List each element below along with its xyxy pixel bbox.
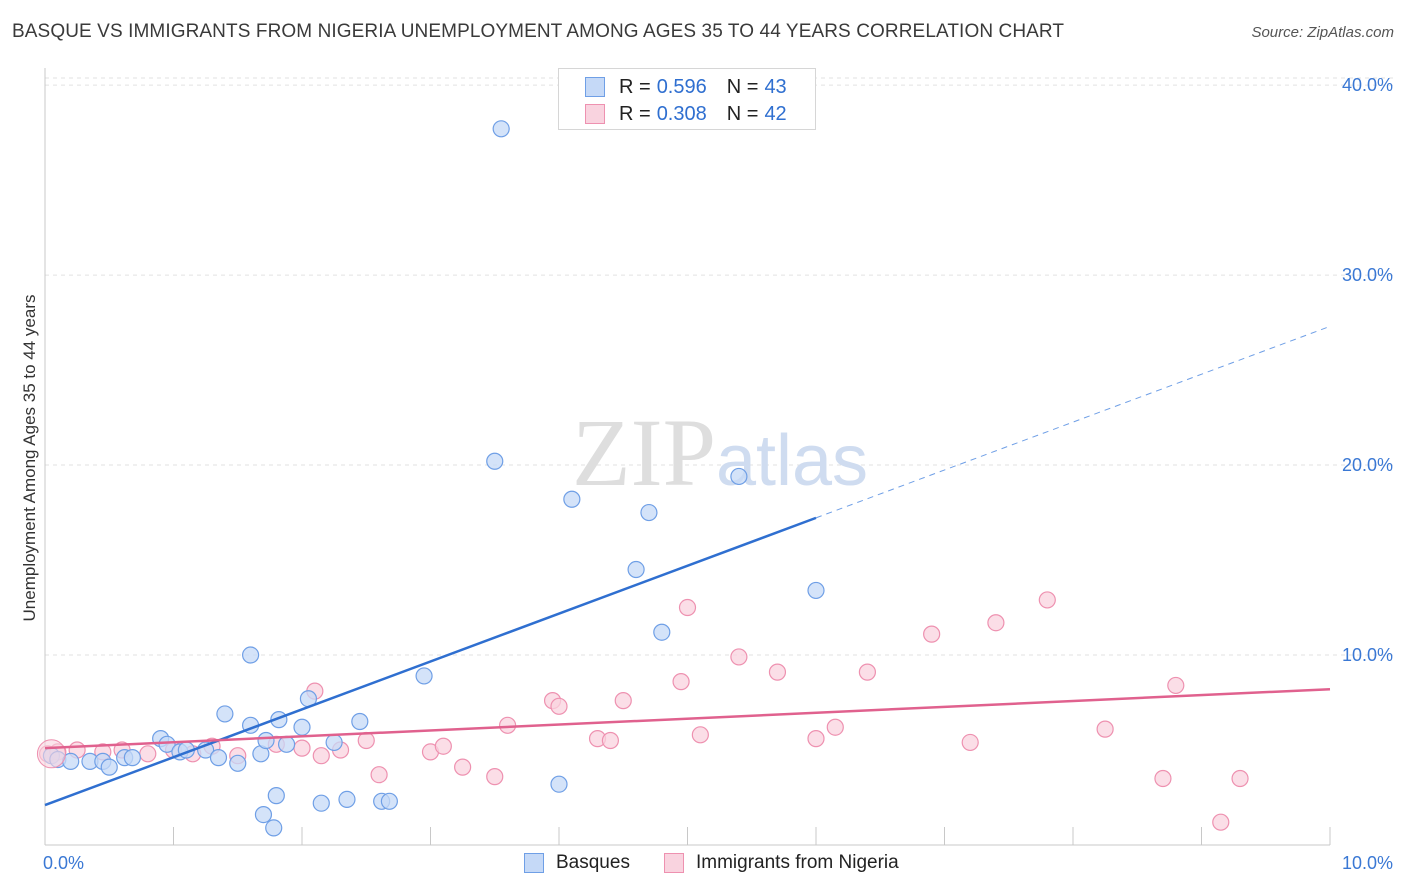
nigeria-point-cluster — [36, 739, 66, 769]
x-tick-label: 0.0% — [43, 853, 84, 873]
legend-row-basques: R = 0.596 N = 43 — [585, 74, 787, 100]
basques-point — [486, 452, 504, 470]
nigeria-point — [768, 663, 787, 681]
r-label: R = — [619, 102, 651, 125]
basques-swatch — [524, 853, 544, 873]
basques-trend-extension — [815, 325, 1331, 519]
basques-trend-line — [44, 516, 817, 807]
basques-swatch — [585, 77, 605, 97]
basques-point — [312, 794, 330, 812]
gridlines — [45, 77, 1395, 656]
basques-point — [123, 749, 141, 767]
n-label: N = — [726, 75, 759, 98]
nigeria-point — [454, 758, 472, 776]
basques-point — [254, 806, 273, 824]
r-value: 0.596 — [656, 75, 707, 98]
legend-label: Basques — [556, 852, 630, 873]
nigeria-point — [672, 673, 690, 691]
nigeria-point — [293, 739, 311, 757]
nigeria-point — [858, 663, 877, 681]
y-tick-label: 20.0% — [1342, 455, 1393, 475]
basques-point — [653, 623, 671, 641]
tick-labels: 10.0% 20.0% 30.0% 40.0% 0.0% 10.0% — [43, 75, 1393, 873]
basques-point — [807, 581, 825, 600]
basques-point — [242, 646, 260, 664]
y-tick-label: 40.0% — [1342, 75, 1393, 95]
series-legend: Basques Immigrants from Nigeria — [0, 852, 1406, 878]
nigeria-point — [601, 731, 620, 750]
watermark-atlas: atlas — [716, 421, 868, 501]
trend-lines — [44, 325, 1331, 807]
nigeria-point — [614, 692, 632, 710]
nigeria-swatch — [664, 853, 684, 873]
watermark-zip: ZIP — [572, 399, 716, 506]
basques-point — [229, 754, 247, 772]
nigeria-point — [370, 766, 388, 784]
basques-point — [640, 503, 658, 522]
basques-point — [492, 120, 510, 138]
n-value: 43 — [764, 75, 787, 98]
r-label: R = — [619, 75, 651, 98]
basques-point — [325, 733, 343, 752]
nigeria-point — [691, 726, 709, 744]
r-value: 0.308 — [656, 102, 707, 125]
nigeria-point — [961, 733, 979, 752]
basques-point — [267, 787, 285, 805]
nigeria-point — [486, 768, 504, 786]
nigeria-swatch — [585, 104, 605, 124]
nigeria-point — [1096, 720, 1114, 738]
axes — [44, 68, 1331, 846]
legend-label: Immigrants from Nigeria — [696, 852, 899, 873]
basques-point — [730, 467, 748, 486]
data-points — [36, 120, 1249, 837]
nigeria-trend-line — [44, 687, 1331, 750]
basques-point — [550, 775, 568, 793]
n-label: N = — [726, 102, 759, 125]
basques-point — [158, 735, 176, 753]
nigeria-point — [923, 625, 941, 643]
basques-point — [415, 667, 433, 685]
basques-point — [265, 819, 283, 837]
nigeria-point — [312, 747, 330, 765]
nigeria-point — [1167, 676, 1185, 695]
basques-point — [563, 490, 581, 508]
nigeria-point — [678, 598, 697, 617]
correlation-legend: R = 0.596 N = 43 R = 0.308 N = 42 — [558, 68, 816, 130]
basques-point — [627, 560, 645, 579]
basques-point — [100, 758, 118, 776]
nigeria-point — [357, 731, 375, 750]
chart-title: BASQUE VS IMMIGRANTS FROM NIGERIA UNEMPL… — [12, 21, 1065, 42]
basques-point — [257, 731, 275, 750]
basques-point — [216, 705, 234, 723]
legend-item-basques[interactable]: Basques — [524, 852, 630, 874]
nigeria-point — [826, 718, 844, 736]
basques-point — [209, 749, 228, 767]
n-value: 42 — [764, 102, 787, 125]
basques-point — [380, 792, 398, 810]
nigeria-point — [434, 737, 452, 755]
legend-item-nigeria[interactable]: Immigrants from Nigeria — [664, 852, 899, 874]
basques-point — [338, 790, 356, 809]
y-axis-label: Unemployment Among Ages 35 to 44 years — [20, 294, 39, 622]
legend-row-nigeria: R = 0.308 N = 42 — [585, 101, 787, 127]
nigeria-point — [1038, 591, 1056, 609]
nigeria-point — [807, 730, 825, 748]
y-tick-label: 10.0% — [1342, 645, 1393, 665]
nigeria-point — [550, 697, 568, 715]
nigeria-point — [987, 614, 1005, 632]
watermark: ZIPatlas — [572, 399, 868, 506]
basques-point — [293, 718, 311, 736]
chart-source: Source: ZipAtlas.com — [1251, 24, 1394, 41]
nigeria-point — [499, 716, 517, 734]
basques-point — [351, 712, 369, 731]
nigeria-point — [1154, 769, 1172, 788]
nigeria-point — [730, 648, 748, 666]
nigeria-point — [139, 745, 157, 763]
y-tick-label: 30.0% — [1342, 265, 1393, 285]
nigeria-point — [1212, 813, 1230, 831]
nigeria-point — [1231, 769, 1249, 788]
basques-point — [277, 735, 296, 753]
x-tick-label: 10.0% — [1342, 853, 1393, 873]
